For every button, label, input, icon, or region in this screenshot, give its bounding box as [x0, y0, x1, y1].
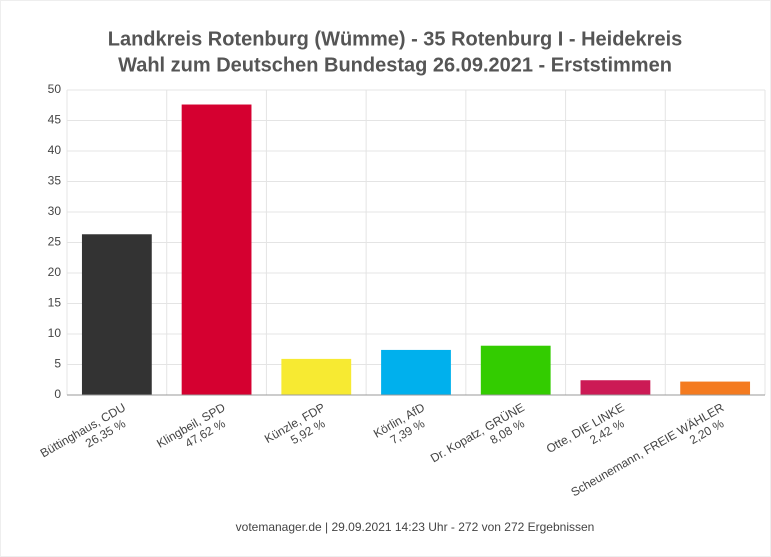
y-tick-label: 5 [54, 357, 61, 371]
footer: votemanager.de | 29.09.2021 14:23 Uhr - … [236, 520, 595, 534]
y-tick-label: 35 [48, 174, 62, 188]
y-tick-label: 30 [48, 204, 62, 218]
bar [480, 345, 551, 395]
y-tick-label: 40 [48, 143, 62, 157]
bar [81, 234, 152, 395]
bar [680, 381, 751, 395]
y-tick-label: 20 [48, 265, 62, 279]
y-tick-label: 25 [48, 235, 62, 249]
bar [381, 349, 451, 395]
bar [580, 380, 651, 395]
bar [181, 104, 252, 395]
y-tick-label: 50 [48, 82, 62, 96]
y-tick-label: 10 [48, 326, 62, 340]
y-tick-label: 45 [48, 113, 62, 127]
y-tick-label: 15 [48, 296, 62, 310]
chart-subtitle: Wahl zum Deutschen Bundestag 26.09.2021 … [118, 54, 672, 76]
chart-title: Landkreis Rotenburg (Wümme) - 35 Rotenbu… [108, 28, 683, 50]
bar [281, 358, 352, 395]
y-tick-label: 0 [54, 387, 61, 401]
